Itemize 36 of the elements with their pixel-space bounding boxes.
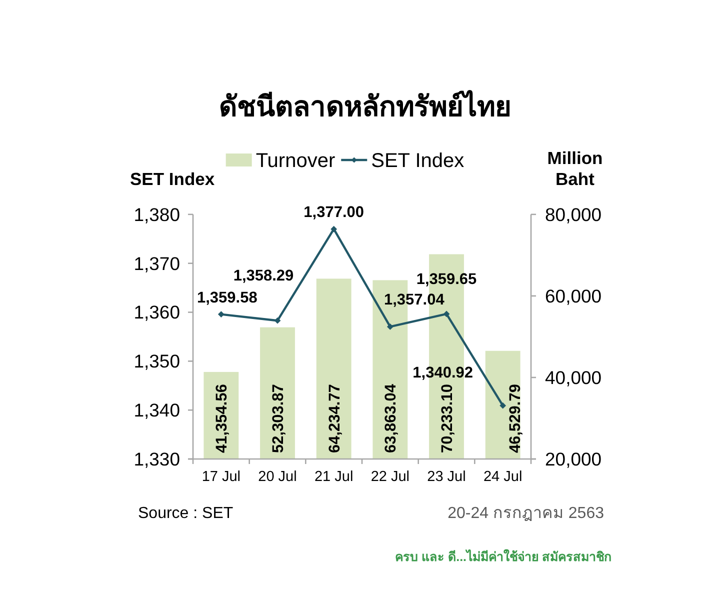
x-tick: 22 Jul <box>370 469 410 485</box>
annotation: Source : SET <box>138 505 234 522</box>
data-label: 1,377.00 <box>304 204 364 222</box>
y-tick: 1,380 <box>134 204 180 225</box>
data-label: 1,359.58 <box>197 289 258 306</box>
x-tick: 20 Jul <box>258 469 297 485</box>
legend-label: Turnover <box>256 150 336 172</box>
data-label: 52,303.87 <box>270 384 287 453</box>
data-label: 70,233.10 <box>439 384 456 453</box>
x-tick: 21 Jul <box>314 469 354 485</box>
data-label: 41,354.56 <box>214 384 231 453</box>
y-tick: 1,330 <box>134 448 180 470</box>
y2-tick: 80,000 <box>545 204 602 225</box>
y2-tick: 20,000 <box>545 448 602 470</box>
data-label: 1,359.65 <box>416 270 477 288</box>
x-tick: 24 Jul <box>483 469 522 485</box>
data-label: 64,234.77 <box>326 384 344 453</box>
y-tick: 1,340 <box>134 400 180 421</box>
data-label: 63,863.04 <box>382 384 400 453</box>
data-label: 46,529.79 <box>507 384 524 453</box>
x-tick: 23 Jul <box>427 469 466 485</box>
y-tick: 1,370 <box>134 252 180 274</box>
data-label: 1,357.04 <box>384 292 444 309</box>
y-tick: 1,360 <box>134 302 180 323</box>
annotation: ครบ และ ดี...ไม่มีค่าใช้จ่าย สมัครสมาชิก <box>395 550 612 564</box>
y-tick: 1,350 <box>134 350 180 372</box>
y2-tick: 60,000 <box>545 285 602 306</box>
data-label: 1,340.92 <box>412 364 473 382</box>
y2-tick: 40,000 <box>545 366 602 388</box>
annotation: 20-24 กรกฎาคม 2563 <box>448 505 604 522</box>
ylabel: SET Index <box>130 169 215 189</box>
y2label: Million Baht <box>547 148 603 189</box>
legend-label: SET Index <box>371 150 464 172</box>
x-tick: 17 Jul <box>202 469 241 485</box>
title: ดัชนีตลาดหลักทรัพย์ไทย <box>219 91 511 122</box>
data-label: 1,358.29 <box>233 268 294 285</box>
